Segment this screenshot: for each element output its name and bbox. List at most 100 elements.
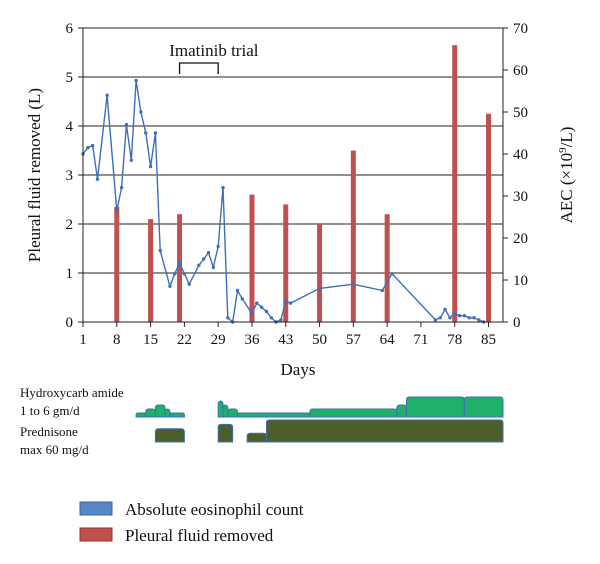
bar [114, 206, 120, 322]
aec-point [221, 185, 225, 190]
aec-point [457, 314, 462, 318]
y-axis-label-right: AEC (×109/L) [557, 127, 576, 224]
aec-point [168, 284, 172, 288]
y-tick-label-right: 0 [513, 315, 521, 331]
aec-point [433, 318, 438, 322]
aec-point [211, 265, 216, 270]
aec-point [206, 251, 211, 255]
treatment-label: 1 to 6 gm/d [20, 403, 80, 418]
aec-point [472, 316, 476, 320]
y-tick-label-left: 2 [66, 217, 74, 233]
aec-point [105, 93, 109, 97]
aec-point [115, 209, 119, 213]
x-tick-label: 15 [143, 332, 158, 348]
y-tick-label-right: 10 [513, 273, 528, 289]
y-ticks-right: 0 10 20 30 40 50 60 70 [503, 21, 528, 331]
bar [350, 150, 356, 322]
aec-point [467, 316, 471, 320]
aec-point [139, 110, 143, 114]
aec-point [284, 299, 288, 303]
bar [384, 214, 390, 322]
aec-point [317, 286, 322, 291]
x-axis-label: Days [281, 360, 316, 379]
imatinib-annotation: Imatinib trial [169, 41, 259, 74]
aec-point [279, 318, 283, 322]
aec-point [264, 309, 269, 314]
aec-point [95, 177, 100, 181]
aec-point [240, 297, 245, 301]
treatment-segment [405, 396, 465, 418]
treatment-segment [217, 423, 234, 443]
treatment-segment [217, 400, 224, 418]
grid-lines [83, 76, 503, 274]
x-tick-label: 29 [211, 332, 226, 348]
bar [177, 214, 183, 322]
y-tick-label-right: 30 [513, 189, 528, 205]
aec-point [438, 316, 442, 320]
treatment-segment [145, 408, 156, 418]
legend: Absolute eosinophil count Pleural fluid … [79, 500, 304, 545]
legend-swatch-aec [79, 501, 113, 516]
treatment-segment [246, 432, 267, 443]
y-tick-label-right: 50 [513, 105, 528, 121]
x-tick-label: 43 [278, 332, 293, 348]
aec-point [90, 143, 95, 148]
aec-point [269, 316, 273, 320]
legend-item-fluid: Pleural fluid removed [79, 526, 274, 545]
aec-point [148, 164, 153, 169]
treatment-segment [154, 404, 166, 418]
imatinib-bracket [178, 62, 219, 74]
aec-point [187, 282, 191, 286]
y-tick-label-right: 60 [513, 63, 528, 79]
x-tick-label: 57 [346, 332, 362, 348]
treatment-label: Prednisone [20, 424, 78, 439]
aec-point [380, 288, 385, 293]
aec-point [134, 78, 138, 83]
y-tick-label-left: 6 [66, 21, 74, 37]
y-tick-label-right: 70 [513, 21, 528, 37]
treatment-segment [265, 419, 504, 443]
treatment-label: Hydroxycarb amide [20, 385, 124, 400]
y-tick-label-left: 4 [66, 119, 74, 135]
bar [249, 194, 255, 322]
aec-point [351, 282, 356, 286]
x-tick-label: 64 [380, 332, 396, 348]
treatment-segment [463, 396, 504, 418]
aec-point [390, 272, 394, 276]
x-tick-label: 71 [413, 332, 428, 348]
aec-point [477, 318, 481, 322]
bar [452, 45, 458, 323]
aec-point [173, 272, 177, 276]
aec-point [448, 316, 452, 320]
legend-label-aec: Absolute eosinophil count [125, 500, 304, 519]
aec-point [86, 146, 90, 150]
aec-point [153, 131, 158, 135]
x-tick-label: 1 [79, 332, 87, 348]
aec-point [182, 272, 187, 276]
y-tick-label-left: 0 [66, 315, 74, 331]
legend-swatch-fluid [79, 527, 113, 542]
treatment-segment [236, 412, 311, 418]
aec-point [226, 316, 230, 320]
bar [283, 204, 289, 322]
aec-point [216, 244, 220, 249]
aec-point [462, 314, 467, 318]
x-tick-label: 36 [244, 332, 260, 348]
aec-point [124, 122, 129, 127]
y-tick-label-right: 40 [513, 147, 528, 163]
aec-point [443, 307, 447, 312]
x-tick-label: 78 [447, 332, 462, 348]
aec-point [144, 131, 148, 135]
aec-point [201, 257, 206, 261]
aec-point [255, 301, 259, 305]
aec-point [453, 311, 457, 316]
treatment-segment [309, 408, 398, 418]
aec-line [81, 78, 486, 324]
legend-item-aec: Absolute eosinophil count [79, 500, 304, 519]
y-tick-label-left: 3 [66, 168, 74, 184]
y-tick-label-left: 1 [66, 266, 74, 282]
treatment-segment [222, 404, 229, 418]
aec-point [288, 301, 293, 305]
legend-label-fluid: Pleural fluid removed [125, 526, 274, 545]
